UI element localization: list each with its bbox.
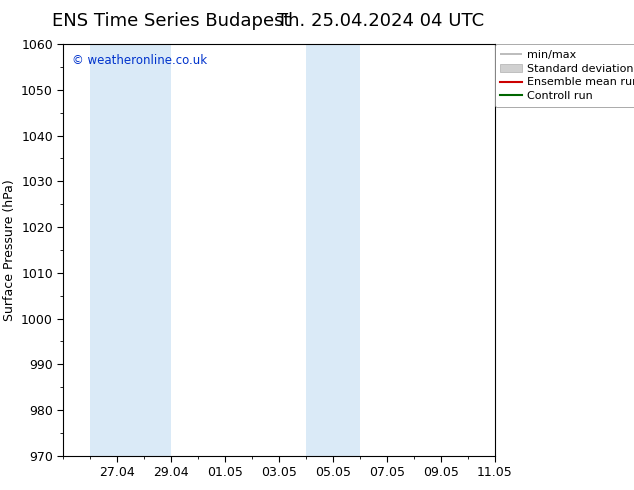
Text: Th. 25.04.2024 04 UTC: Th. 25.04.2024 04 UTC xyxy=(277,12,484,30)
Bar xyxy=(90,44,171,456)
Bar xyxy=(306,44,359,456)
Legend: min/max, Standard deviation, Ensemble mean run, Controll run: min/max, Standard deviation, Ensemble me… xyxy=(495,44,634,107)
Text: ENS Time Series Budapest: ENS Time Series Budapest xyxy=(52,12,290,30)
Text: © weatheronline.co.uk: © weatheronline.co.uk xyxy=(72,54,207,68)
Y-axis label: Surface Pressure (hPa): Surface Pressure (hPa) xyxy=(3,179,16,321)
